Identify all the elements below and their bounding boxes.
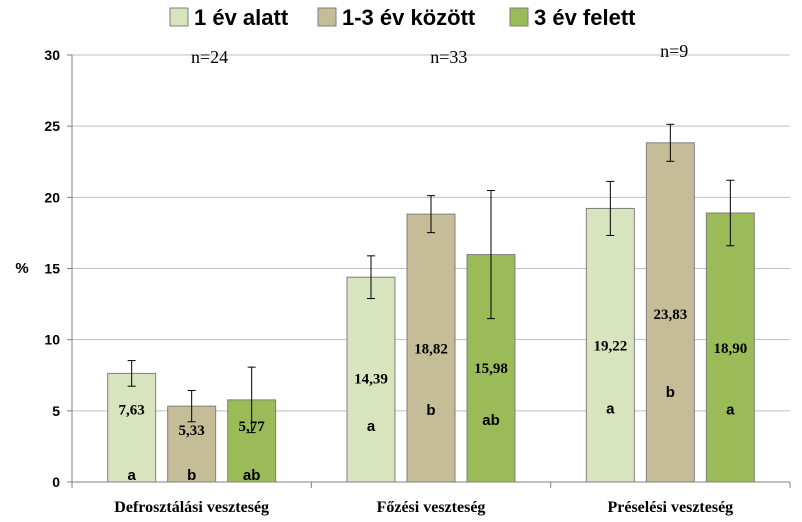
legend-label: 1-3 év között: [342, 5, 476, 30]
bar: [585, 207, 635, 483]
x-category-label: Főzési veszteség: [377, 499, 486, 516]
x-category-label: Defrosztálási veszteség: [114, 499, 269, 516]
group-label: a: [367, 418, 376, 435]
y-tick-label: 25: [44, 118, 60, 134]
y-tick-label: 0: [52, 474, 60, 490]
sample-size-label: n=24: [191, 47, 228, 67]
labels: 7,63a5,33b5,77abn=2414,39a18,82b15,98abn…: [119, 41, 748, 484]
group-label: b: [426, 402, 435, 419]
y-axis-label: %: [15, 260, 28, 277]
legend: 1 év alatt 1-3 év között 3 év felett: [169, 5, 636, 30]
data-label: 18,90: [713, 341, 747, 357]
data-label: 23,83: [653, 307, 687, 323]
bar: [705, 212, 755, 483]
legend-swatch: [317, 7, 337, 27]
y-tick-label: 5: [52, 403, 60, 419]
axes: 0 5 10 15 20 25 30% Defrosztálási veszteség Főzé…: [15, 47, 791, 516]
sample-size-label: n=33: [430, 47, 467, 67]
group-label: ab: [243, 467, 261, 484]
bar: [107, 372, 157, 483]
group-label: a: [606, 401, 615, 418]
bar: [645, 142, 695, 483]
data-label: 5,33: [179, 423, 205, 439]
sample-size-label: n=9: [660, 41, 688, 61]
group-label: ab: [482, 412, 500, 429]
data-label: 14,39: [354, 372, 388, 388]
data-label: 15,98: [474, 361, 508, 377]
group-label: a: [127, 467, 136, 484]
y-tick-label: 20: [44, 189, 60, 205]
data-label: 19,22: [593, 339, 627, 355]
x-category-label: Préselési veszteség: [607, 499, 733, 516]
bars: [107, 123, 755, 483]
y-tick-label: 30: [44, 47, 60, 63]
legend-swatch: [169, 7, 189, 27]
bar: [346, 276, 396, 483]
legend-label: 3 év felett: [534, 5, 636, 30]
legend-swatch: [509, 7, 529, 27]
y-tick-label: 15: [44, 261, 60, 277]
data-label: 18,82: [414, 341, 448, 357]
data-label: 7,63: [119, 403, 145, 419]
group-label: b: [187, 467, 196, 484]
legend-label: 1 év alatt: [194, 5, 289, 30]
group-label: b: [666, 384, 675, 401]
group-label: a: [726, 402, 735, 419]
data-label: 5,77: [239, 419, 266, 435]
y-tick-label: 10: [44, 332, 60, 348]
bar: [406, 213, 456, 483]
